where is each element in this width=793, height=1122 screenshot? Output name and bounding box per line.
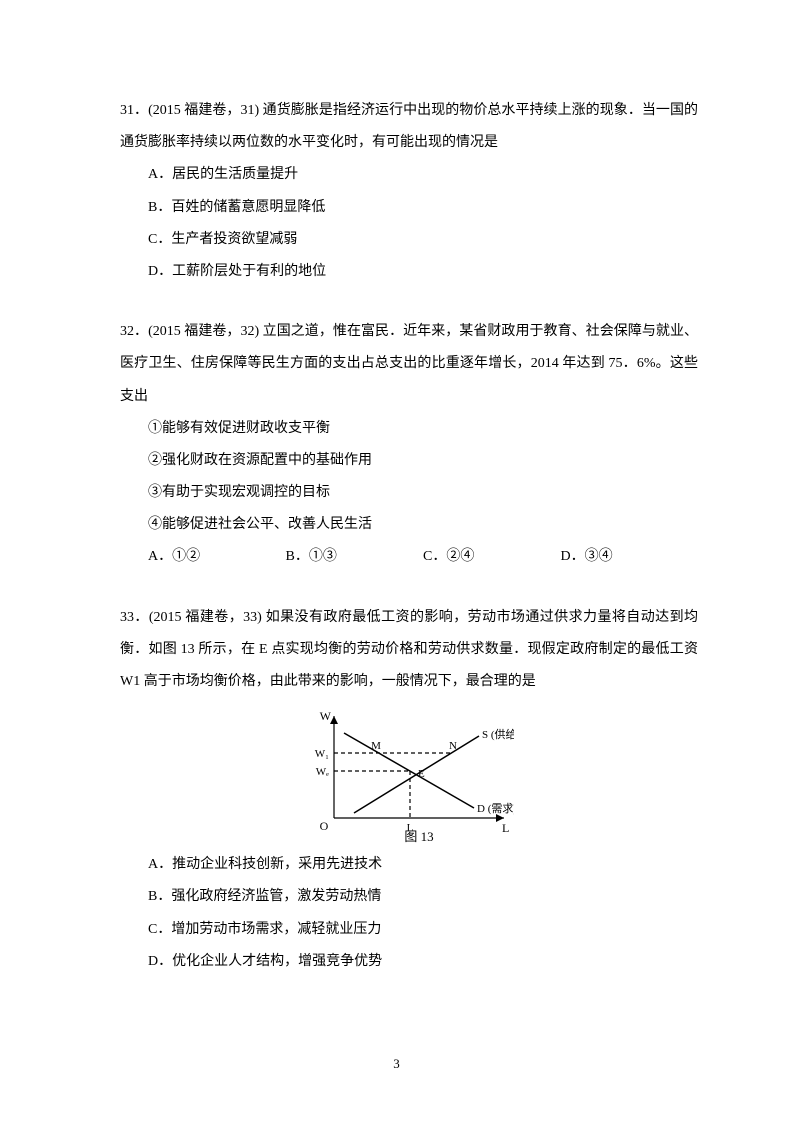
q31-stem: 31．(2015 福建卷，31) 通货膨胀是指经济运行中出现的物价总水平持续上涨… [120,95,698,159]
svg-text:W₁: W₁ [315,748,329,760]
question-32: 32．(2015 福建卷，32) 立国之道，惟在富民．近年来，某省财政用于教育、… [120,316,698,574]
q32-statement-1: ①能够有效促进财政收支平衡 [120,413,698,445]
q32-options-row: A．①② B．①③ C．②④ D．③④ [120,541,698,573]
q31-option-c: C．生产者投资欲望减弱 [120,224,698,256]
q33-stem: 33．(2015 福建卷，33) 如果没有政府最低工资的影响，劳动市场通过供求力… [120,602,698,699]
q32-option-b: B．①③ [286,541,424,573]
page-number: 3 [0,1056,793,1072]
svg-text:L: L [502,821,509,835]
exam-page: 31．(2015 福建卷，31) 通货膨胀是指经济运行中出现的物价总水平持续上涨… [0,0,793,978]
svg-text:M: M [371,740,381,752]
q32-statement-2: ②强化财政在资源配置中的基础作用 [120,445,698,477]
q31-option-b: B．百姓的储蓄意愿明显降低 [120,192,698,224]
svg-text:Wₑ: Wₑ [316,766,329,778]
supply-demand-chart: WLOS (供给)D (需求)W₁WₑMNEL图 13 [120,708,698,843]
question-31: 31．(2015 福建卷，31) 通货膨胀是指经济运行中出现的物价总水平持续上涨… [120,95,698,288]
chart-svg: WLOS (供给)D (需求)W₁WₑMNEL图 13 [304,708,514,843]
q33-option-a: A．推动企业科技创新，采用先进技术 [120,849,698,881]
q32-option-c: C．②④ [423,541,561,573]
q31-option-a: A．居民的生活质量提升 [120,159,698,191]
q31-option-d: D．工薪阶层处于有利的地位 [120,256,698,288]
q33-option-d: D．优化企业人才结构，增强竞争优势 [120,946,698,978]
q32-stem: 32．(2015 福建卷，32) 立国之道，惟在富民．近年来，某省财政用于教育、… [120,316,698,413]
q32-option-d: D．③④ [561,541,699,573]
q32-statement-3: ③有助于实现宏观调控的目标 [120,477,698,509]
svg-text:D (需求): D (需求) [477,802,514,815]
svg-text:W: W [320,709,332,723]
svg-text:O: O [320,819,329,833]
q32-statement-4: ④能够促进社会公平、改善人民生活 [120,509,698,541]
svg-text:S (供给): S (供给) [482,727,514,741]
q33-option-c: C．增加劳动市场需求，减轻就业压力 [120,914,698,946]
svg-text:E: E [418,768,425,780]
q33-option-b: B．强化政府经济监管，激发劳动热情 [120,881,698,913]
q32-option-a: A．①② [148,541,286,573]
question-33: 33．(2015 福建卷，33) 如果没有政府最低工资的影响，劳动市场通过供求力… [120,602,698,978]
svg-text:N: N [449,740,457,752]
svg-text:图 13: 图 13 [404,829,433,843]
